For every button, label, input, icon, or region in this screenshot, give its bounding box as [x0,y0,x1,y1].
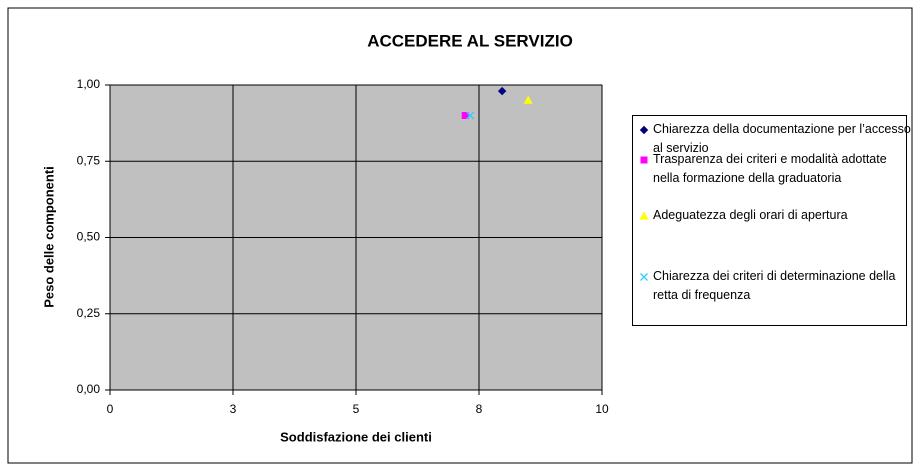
legend-entry: Chiarezza dei criteri di determinazione … [639,267,915,305]
x-tick-label: 0 [107,402,114,416]
y-tick-label: 1,00 [77,77,101,91]
legend-marker [640,273,648,281]
legend-entry: Adeguatezza degli orari di apertura [639,206,915,225]
y-tick-label: 0,25 [77,306,101,320]
y-tick-label: 0,00 [77,382,101,396]
chart-title: ACCEDERE AL SERVIZIO [367,31,573,50]
legend-marker-shape [639,125,649,135]
point [497,86,507,96]
legend-label: Chiarezza dei criteri di determinazione … [653,269,896,302]
legend-marker [640,156,648,164]
legend-marker [639,211,649,220]
legend-marker-shape [640,273,648,281]
y-axis-label: Peso delle componenti [41,166,56,308]
legend-entry: Chiarezza della documentazione per l’acc… [639,120,915,158]
legend-entry: Trasparenza dei criteri e modalità adott… [639,150,915,188]
x-axis-label: Soddisfazione dei clienti [280,429,432,444]
point [523,95,533,104]
legend-label: Chiarezza della documentazione per l’acc… [653,122,911,155]
legend-marker-shape [639,211,649,220]
legend-marker [639,125,649,135]
x-tick-label: 5 [353,402,360,416]
point [466,111,475,120]
legend-label: Adeguatezza degli orari di apertura [653,208,848,222]
legend-marker-shape [640,156,648,164]
x-tick-label: 10 [595,402,609,416]
x-tick-label: 3 [230,402,237,416]
y-tick-label: 0,75 [77,153,101,167]
legend: Chiarezza della documentazione per l’acc… [632,115,911,326]
x-tick-label: 8 [476,402,483,416]
legend-label: Trasparenza dei criteri e modalità adott… [653,152,887,185]
point [461,112,469,119]
y-tick-label: 0,50 [77,230,101,244]
